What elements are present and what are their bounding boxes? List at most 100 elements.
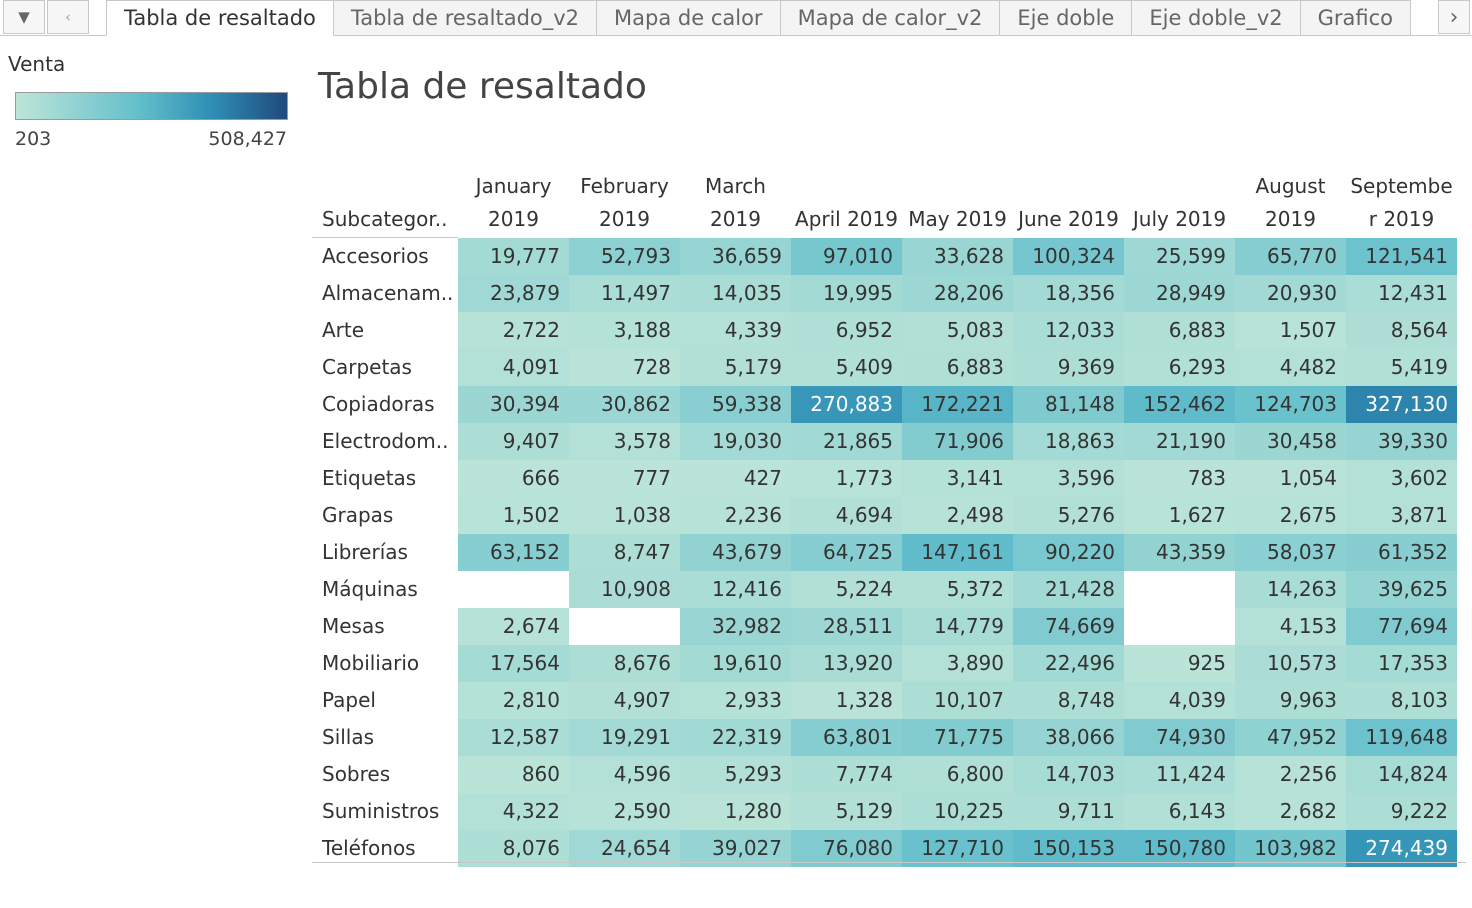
heatmap-cell[interactable]: 71,775 <box>902 719 1013 756</box>
heatmap-cell[interactable]: 30,862 <box>569 386 680 423</box>
heatmap-cell[interactable]: 4,091 <box>458 349 569 386</box>
row-label[interactable]: Teléfonos <box>322 836 416 860</box>
heatmap-cell[interactable]: 39,625 <box>1346 571 1457 608</box>
heatmap-cell[interactable]: 4,694 <box>791 497 902 534</box>
heatmap-cell[interactable]: 8,076 <box>458 830 569 867</box>
heatmap-cell[interactable]: 11,424 <box>1124 756 1235 793</box>
heatmap-cell[interactable]: 43,359 <box>1124 534 1235 571</box>
heatmap-cell[interactable]: 3,188 <box>569 312 680 349</box>
tab-mapa-de-calor-v2[interactable]: Mapa de calor_v2 <box>780 0 1001 36</box>
heatmap-cell[interactable]: 2,722 <box>458 312 569 349</box>
heatmap-cell[interactable]: 10,225 <box>902 793 1013 830</box>
row-header-subcategory[interactable]: Subcategor.. <box>322 207 448 231</box>
heatmap-cell[interactable]: 14,824 <box>1346 756 1457 793</box>
heatmap-cell[interactable]: 22,496 <box>1013 645 1124 682</box>
row-label[interactable]: Accesorios <box>322 244 429 268</box>
heatmap-cell[interactable]: 5,276 <box>1013 497 1124 534</box>
heatmap-cell[interactable]: 12,431 <box>1346 275 1457 312</box>
heatmap-cell[interactable]: 5,224 <box>791 571 902 608</box>
heatmap-cell[interactable]: 24,654 <box>569 830 680 867</box>
sheet-menu-chevron-down-icon[interactable]: ▼ <box>3 0 45 34</box>
heatmap-cell[interactable] <box>569 608 680 645</box>
heatmap-cell[interactable]: 19,995 <box>791 275 902 312</box>
heatmap-cell[interactable]: 36,659 <box>680 238 791 275</box>
heatmap-cell[interactable]: 8,676 <box>569 645 680 682</box>
heatmap-cell[interactable]: 3,141 <box>902 460 1013 497</box>
heatmap-cell[interactable]: 6,883 <box>1124 312 1235 349</box>
heatmap-cell[interactable]: 13,920 <box>791 645 902 682</box>
heatmap-cell[interactable]: 23,879 <box>458 275 569 312</box>
heatmap-cell[interactable]: 18,356 <box>1013 275 1124 312</box>
heatmap-cell[interactable]: 14,263 <box>1235 571 1346 608</box>
row-label[interactable]: Almacenam.. <box>322 281 454 305</box>
tab-tabla-de-resaltado-v2[interactable]: Tabla de resaltado_v2 <box>333 0 598 36</box>
heatmap-cell[interactable]: 6,143 <box>1124 793 1235 830</box>
heatmap-cell[interactable] <box>458 571 569 608</box>
heatmap-cell[interactable]: 2,682 <box>1235 793 1346 830</box>
heatmap-cell[interactable]: 47,952 <box>1235 719 1346 756</box>
heatmap-cell[interactable]: 14,703 <box>1013 756 1124 793</box>
heatmap-cell[interactable]: 427 <box>680 460 791 497</box>
heatmap-cell[interactable]: 119,648 <box>1346 719 1457 756</box>
heatmap-cell[interactable]: 783 <box>1124 460 1235 497</box>
column-header[interactable]: April 2019 <box>791 172 902 236</box>
column-header[interactable]: July 2019 <box>1124 172 1235 236</box>
heatmap-cell[interactable]: 728 <box>569 349 680 386</box>
heatmap-cell[interactable]: 11,497 <box>569 275 680 312</box>
heatmap-cell[interactable]: 1,038 <box>569 497 680 534</box>
heatmap-cell[interactable]: 5,372 <box>902 571 1013 608</box>
row-label[interactable]: Sobres <box>322 762 391 786</box>
column-header[interactable]: January 2019 <box>458 172 569 236</box>
heatmap-cell[interactable]: 74,930 <box>1124 719 1235 756</box>
heatmap-cell[interactable]: 30,458 <box>1235 423 1346 460</box>
heatmap-cell[interactable]: 147,161 <box>902 534 1013 571</box>
heatmap-cell[interactable]: 14,779 <box>902 608 1013 645</box>
heatmap-cell[interactable]: 5,409 <box>791 349 902 386</box>
heatmap-cell[interactable]: 270,883 <box>791 386 902 423</box>
heatmap-cell[interactable]: 925 <box>1124 645 1235 682</box>
heatmap-cell[interactable]: 1,627 <box>1124 497 1235 534</box>
heatmap-cell[interactable]: 4,339 <box>680 312 791 349</box>
heatmap-cell[interactable]: 4,596 <box>569 756 680 793</box>
heatmap-cell[interactable]: 777 <box>569 460 680 497</box>
heatmap-cell[interactable]: 2,256 <box>1235 756 1346 793</box>
heatmap-cell[interactable]: 6,800 <box>902 756 1013 793</box>
heatmap-cell[interactable]: 28,206 <box>902 275 1013 312</box>
heatmap-cell[interactable]: 9,711 <box>1013 793 1124 830</box>
heatmap-cell[interactable]: 77,694 <box>1346 608 1457 645</box>
heatmap-cell[interactable]: 8,748 <box>1013 682 1124 719</box>
row-label[interactable]: Sillas <box>322 725 375 749</box>
row-label[interactable]: Grapas <box>322 503 394 527</box>
row-label[interactable]: Máquinas <box>322 577 418 601</box>
heatmap-cell[interactable]: 12,587 <box>458 719 569 756</box>
row-label[interactable]: Mesas <box>322 614 385 638</box>
heatmap-cell[interactable]: 2,674 <box>458 608 569 645</box>
heatmap-cell[interactable]: 10,107 <box>902 682 1013 719</box>
row-label[interactable]: Copiadoras <box>322 392 435 416</box>
heatmap-cell[interactable]: 150,153 <box>1013 830 1124 867</box>
heatmap-cell[interactable]: 6,952 <box>791 312 902 349</box>
heatmap-cell[interactable]: 150,780 <box>1124 830 1235 867</box>
tab-scroll-right-chevron-icon[interactable]: › <box>1438 0 1470 34</box>
heatmap-cell[interactable]: 5,083 <box>902 312 1013 349</box>
heatmap-cell[interactable]: 17,564 <box>458 645 569 682</box>
heatmap-cell[interactable]: 6,883 <box>902 349 1013 386</box>
heatmap-cell[interactable]: 274,439 <box>1346 830 1457 867</box>
column-header[interactable]: February 2019 <box>569 172 680 236</box>
row-label[interactable]: Electrodom.. <box>322 429 449 453</box>
row-label[interactable]: Mobiliario <box>322 651 420 675</box>
heatmap-cell[interactable]: 14,035 <box>680 275 791 312</box>
heatmap-cell[interactable]: 7,774 <box>791 756 902 793</box>
heatmap-cell[interactable]: 121,541 <box>1346 238 1457 275</box>
heatmap-cell[interactable]: 327,130 <box>1346 386 1457 423</box>
heatmap-cell[interactable]: 90,220 <box>1013 534 1124 571</box>
row-label[interactable]: Librerías <box>322 540 408 564</box>
heatmap-cell[interactable]: 43,679 <box>680 534 791 571</box>
heatmap-cell[interactable]: 3,602 <box>1346 460 1457 497</box>
heatmap-cell[interactable]: 4,153 <box>1235 608 1346 645</box>
heatmap-cell[interactable]: 1,054 <box>1235 460 1346 497</box>
heatmap-cell[interactable]: 61,352 <box>1346 534 1457 571</box>
heatmap-cell[interactable]: 30,394 <box>458 386 569 423</box>
heatmap-cell[interactable]: 152,462 <box>1124 386 1235 423</box>
color-legend-gradient[interactable] <box>15 92 288 120</box>
